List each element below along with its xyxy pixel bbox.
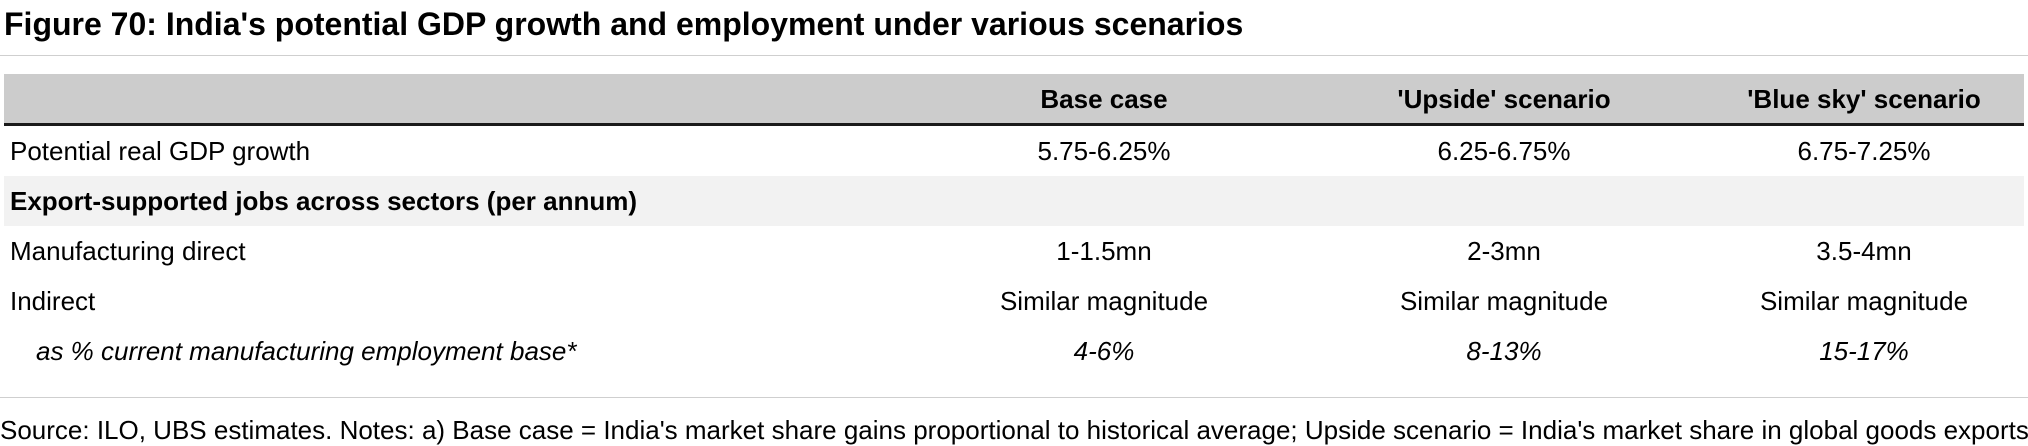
table-row: Manufacturing direct 1-1.5mn 2-3mn 3.5-4… [4,226,2024,276]
table-row: Indirect Similar magnitude Similar magni… [4,276,2024,326]
table-cell: Similar magnitude [1759,286,1969,316]
column-header-upside-scenario: 'Upside' scenario [1397,83,1611,114]
row-label: Indirect [10,286,96,316]
title-divider [0,55,2028,56]
table-cell: 8-13% [1466,336,1542,366]
table-cell: Similar magnitude [999,286,1209,316]
table-cell: 1-1.5mn [1056,236,1152,266]
table-header-row: Base case 'Upside' scenario 'Blue sky' s… [4,74,2024,126]
table-bottom-divider [0,397,2028,398]
table-section-row: Export-supported jobs across sectors (pe… [4,176,2024,226]
row-label: Manufacturing direct [10,236,246,266]
table-cell: 15-17% [1819,336,1909,366]
table-cell: 3.5-4mn [1816,236,1912,266]
row-label: Potential real GDP growth [10,136,311,166]
table-row: as % current manufacturing employment ba… [4,326,2024,376]
source-note: Source: ILO, UBS estimates. Notes: a) Ba… [0,415,2028,445]
column-header-base-case: Base case [1040,83,1168,114]
table-cell: 4-6% [1073,336,1135,366]
table-cell: 6.25-6.75% [1437,136,1571,166]
table-cell: 6.75-7.25% [1797,136,1931,166]
figure-title: Figure 70: India's potential GDP growth … [4,6,1244,42]
table-row: Potential real GDP growth 5.75-6.25% 6.2… [4,126,2024,176]
column-header-blue-sky-scenario: 'Blue sky' scenario [1747,83,1981,114]
table-cell: 5.75-6.25% [1037,136,1171,166]
table-cell: 2-3mn [1467,236,1541,266]
row-label: as % current manufacturing employment ba… [36,336,577,366]
section-label: Export-supported jobs across sectors (pe… [10,186,638,216]
table-cell: Similar magnitude [1399,286,1609,316]
scenario-table: Base case 'Upside' scenario 'Blue sky' s… [4,74,2024,376]
